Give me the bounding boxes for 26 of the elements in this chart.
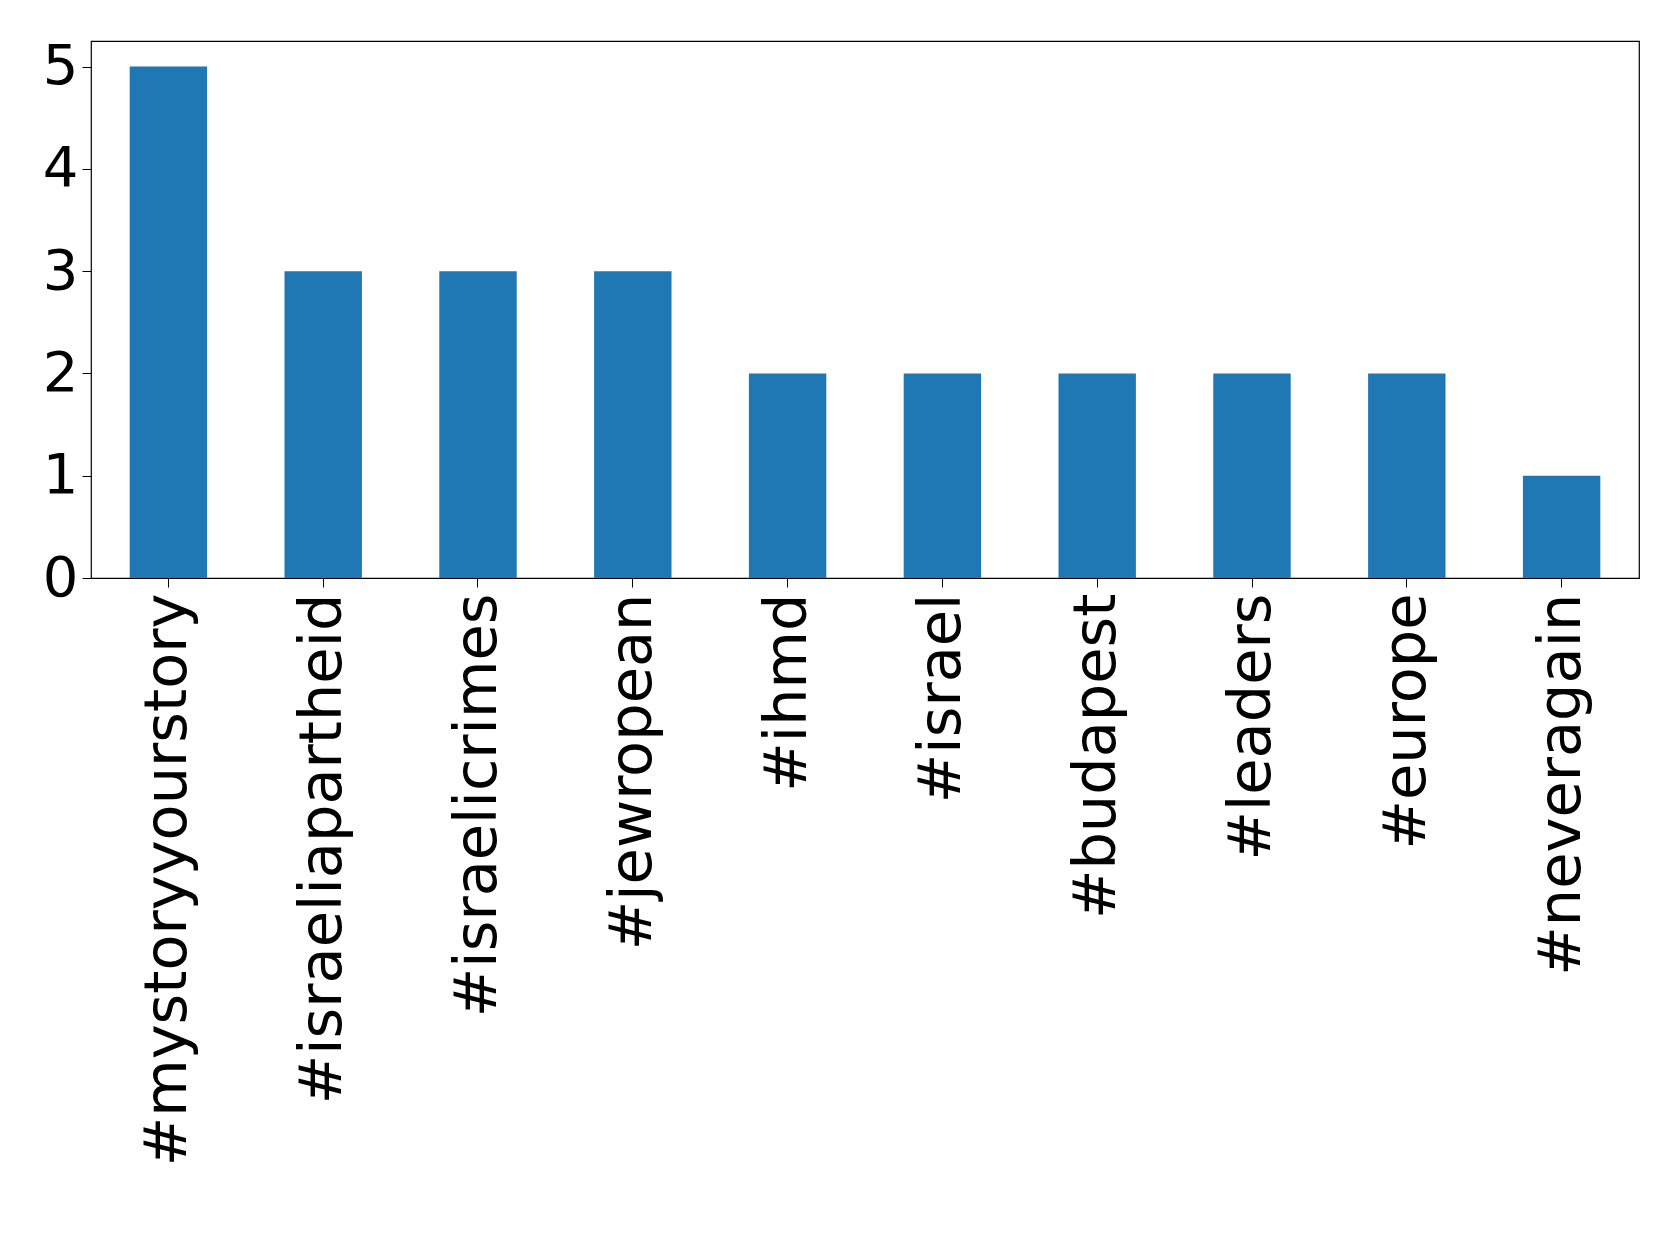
x-tick-label: #israelicrimes [441, 593, 510, 1018]
x-tick-label: #neveragain [1524, 593, 1594, 976]
y-tick-label: 2 [42, 338, 79, 404]
x-tick-label: #israel [905, 593, 975, 804]
x-tick-label: #europe [1369, 593, 1439, 850]
y-tick-label: 0 [42, 543, 79, 609]
bar [1368, 373, 1446, 578]
bar [1213, 373, 1291, 578]
bar [284, 271, 362, 578]
x-tick-label: #jewropean [595, 593, 665, 951]
bar [594, 271, 672, 578]
bar [129, 66, 208, 578]
y-tick-label: 1 [42, 441, 79, 507]
x-tick-label: #leaders [1215, 593, 1284, 861]
bar [439, 271, 517, 578]
y-tick-label: 3 [42, 236, 79, 302]
x-tick-label: #israeliapartheid [286, 593, 356, 1105]
bar [1058, 373, 1136, 578]
bar [748, 373, 827, 578]
x-tick-label: #budapest [1060, 593, 1130, 920]
x-tick-label: #ihmd [750, 593, 820, 792]
bar [903, 373, 982, 578]
x-tick-label: #mystoryyourstory [131, 593, 201, 1167]
y-tick-label: 5 [42, 32, 79, 98]
y-tick-label: 4 [42, 134, 79, 200]
bar [1522, 475, 1601, 578]
